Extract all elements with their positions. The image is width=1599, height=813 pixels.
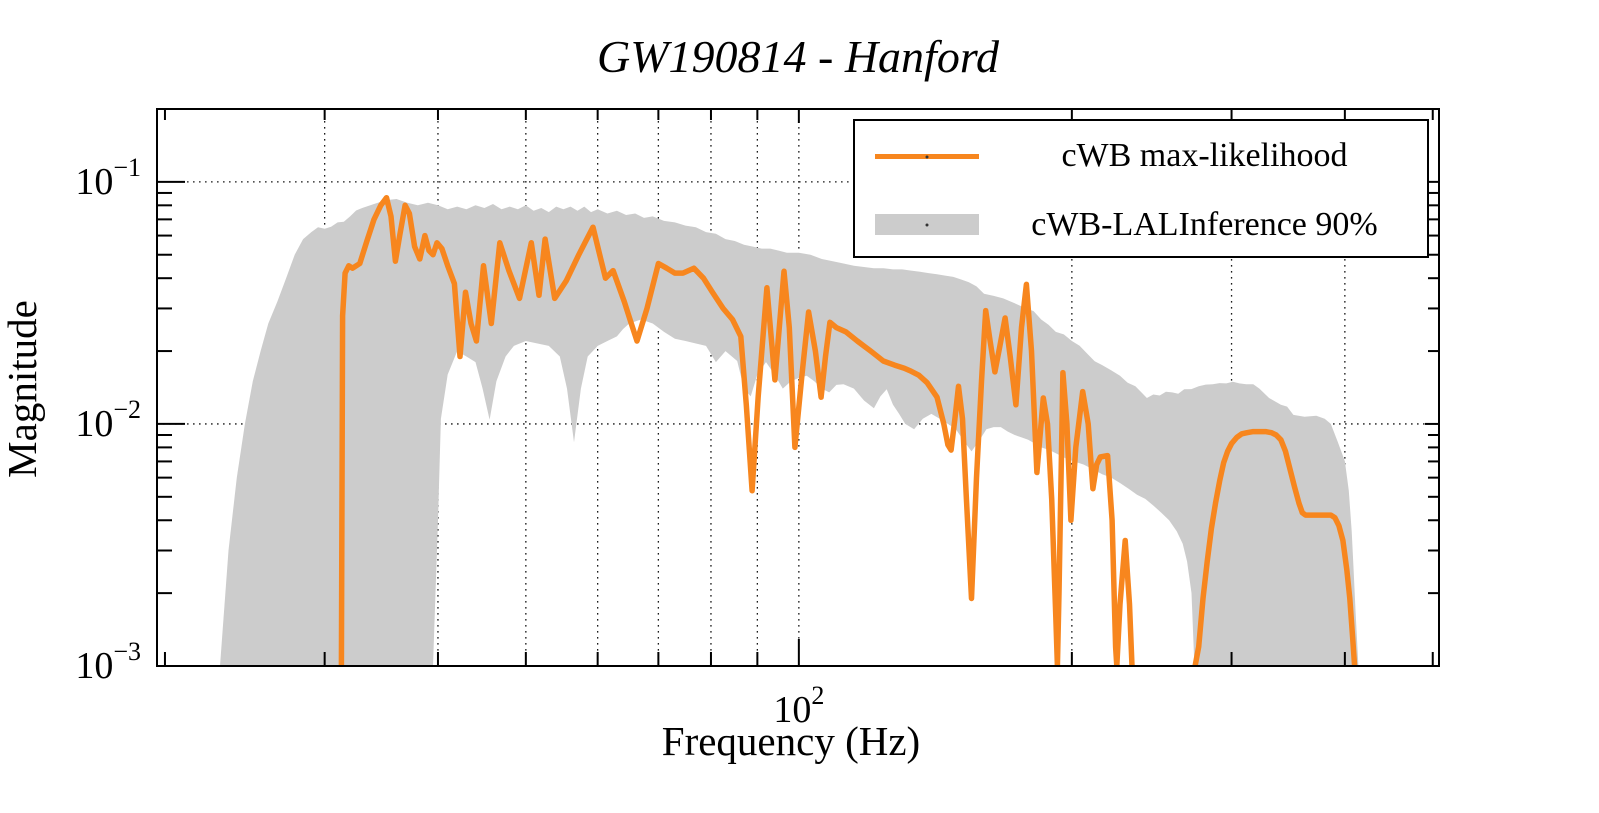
x-tick-label-100: 102 [773,681,825,731]
chart-title: GW190814 - Hanford [596,31,1000,82]
y-tick-label-2: 10−3 [75,637,141,687]
legend: cWB max-likelihood cWB-LALInference 90% [853,119,1429,258]
legend-marker-dot [925,155,929,158]
x-axis-label: Frequency (Hz) [661,718,921,764]
legend-marker-dot [925,223,929,226]
y-axis-label: Magnitude [0,300,45,478]
y-tick-label-1: 10−2 [75,395,141,445]
legend-label-line: cWB max-likelihood [1061,137,1348,174]
y-tick-label-0: 10−1 [75,153,141,203]
legend-label-band: cWB-LALInference 90% [1031,206,1378,243]
legend-line-swatch [875,154,979,159]
legend-band-swatch [875,214,979,235]
